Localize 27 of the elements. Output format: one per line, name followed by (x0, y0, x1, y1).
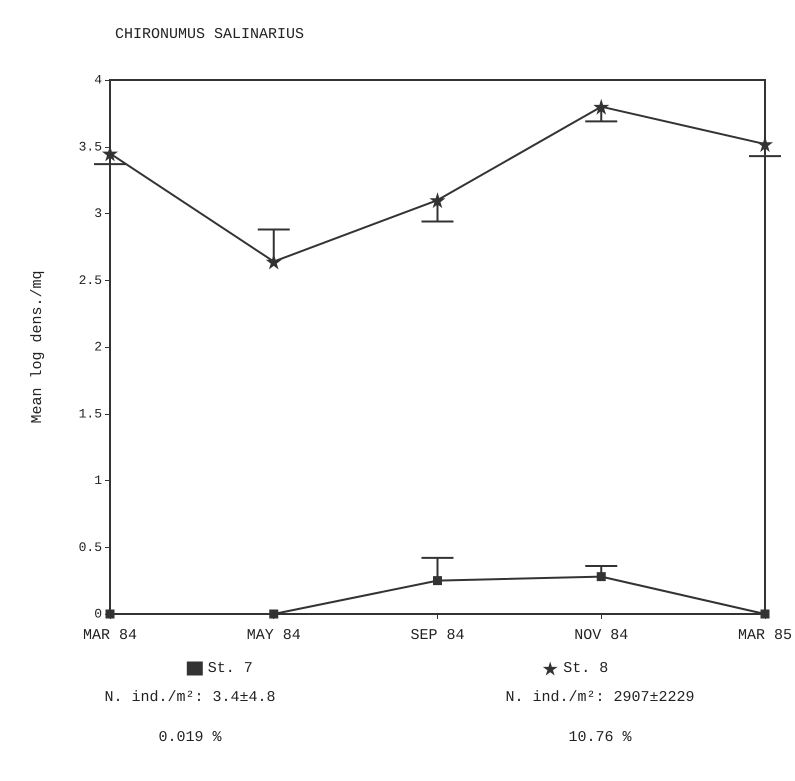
point (433, 576, 442, 586)
legend-label: St. 8 (563, 660, 608, 677)
x-tick-label: MAR 84 (82, 627, 138, 644)
x-tick-label: MAY 84 (246, 627, 301, 644)
y-tick-label: 1 (94, 473, 102, 488)
y-tick-label: 2.5 (78, 272, 102, 288)
y-tick-label: 1.5 (78, 406, 102, 422)
x-tick-label: NOV 84 (574, 627, 628, 644)
text: 10.76 % (568, 729, 632, 746)
y-tick-label: 3 (94, 206, 102, 221)
chart-title: CHIRONUMUS SALINARIUS (115, 26, 304, 43)
point (430, 192, 446, 208)
point (269, 610, 278, 618)
text: N. ind./m²: 2907±2229 (505, 689, 695, 706)
text: N. ind./m²: 3.4±4.8 (104, 689, 276, 706)
y-tick-label: 3.5 (78, 139, 102, 154)
x-tick-label: SEP 84 (410, 627, 465, 644)
y-tick-label: 4 (94, 72, 102, 88)
y-tick-label: 2 (94, 340, 102, 354)
y-tick-label: 0 (94, 606, 102, 622)
x-tick-label: MAR 85 (738, 627, 792, 644)
text: 0.019 % (158, 729, 222, 746)
legend-label: St. 7 (208, 660, 253, 677)
point (596, 572, 606, 582)
y-axis-title: Mean log dens./mq (29, 270, 46, 424)
point (593, 98, 610, 115)
y-tick-label: 0.5 (78, 540, 102, 555)
